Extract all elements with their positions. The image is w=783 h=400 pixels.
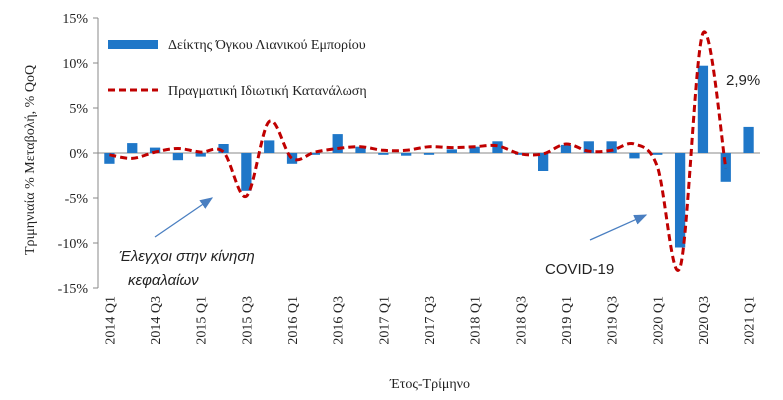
y-axis-ticks: 15% 10% 5% 0% -5% -10% -15%	[58, 12, 98, 297]
bar	[652, 153, 663, 155]
x-tick-label: 2014 Q1	[103, 296, 118, 345]
bar	[560, 144, 572, 153]
bar	[149, 147, 161, 153]
bar	[674, 153, 686, 248]
capital-controls-arrow	[154, 197, 214, 238]
covid-arrow	[589, 214, 648, 241]
capital-controls-label-line2: κεφαλαίων	[128, 272, 199, 289]
bar	[195, 153, 206, 157]
x-tick-label: 2017 Q1	[377, 296, 392, 345]
legend-line-label: Πραγματική Ιδιωτική Κατανάλωση	[168, 84, 367, 99]
x-tick-label: 2018 Q3	[514, 296, 529, 345]
x-tick-label: 2017 Q3	[423, 296, 438, 345]
x-tick-label: 2015 Q1	[195, 296, 210, 345]
y-axis-title: Τριμηνιαία % Μεταβολή, % QoQ	[23, 65, 38, 255]
x-tick-label: 2021 Q1	[743, 296, 758, 345]
legend-bar-label: Δείκτης Όγκου Λιανικού Εμπορίου	[168, 38, 366, 53]
x-tick-label: 2015 Q3	[240, 296, 255, 345]
bar	[583, 141, 594, 153]
bar	[241, 153, 252, 191]
x-tick-label: 2019 Q3	[606, 296, 621, 345]
y-tick-label: 5%	[69, 102, 88, 117]
bar	[401, 153, 412, 156]
bar	[104, 153, 115, 164]
bar	[697, 65, 709, 153]
bar	[264, 140, 275, 153]
bar	[606, 141, 617, 153]
y-tick-label: -5%	[65, 192, 89, 207]
bar	[286, 153, 298, 164]
capital-controls-label-line1: Έλεγχοι στην κίνηση	[119, 248, 255, 265]
bar	[127, 143, 138, 153]
x-tick-label: 2016 Q3	[332, 296, 347, 345]
x-tick-label: 2019 Q1	[560, 296, 575, 345]
x-tick-label: 2016 Q1	[286, 296, 301, 345]
bar	[469, 146, 480, 153]
annotations: 2,9% Έλεγχοι στην κίνηση κεφαλαίων COVID…	[119, 72, 760, 289]
y-tick-label: 0%	[69, 147, 88, 162]
consumption-line	[109, 30, 728, 272]
covid-label: COVID-19	[545, 261, 614, 278]
bar-series	[104, 65, 754, 248]
x-tick-label: 2014 Q3	[149, 296, 164, 345]
bar	[218, 144, 229, 153]
y-tick-label: -15%	[58, 282, 89, 297]
plot-area: 15% 10% 5% 0% -5% -10% -15% 2014 Q1 2014 Q3 2015…	[58, 12, 760, 345]
bar	[446, 149, 457, 153]
legend: Δείκτης Όγκου Λιανικού Εμπορίου Πραγματι…	[108, 38, 367, 99]
x-tick-label: 2020 Q1	[651, 296, 666, 345]
bar	[355, 146, 366, 153]
bar	[423, 153, 435, 155]
bar	[332, 134, 343, 153]
x-tick-label: 2020 Q3	[697, 296, 712, 345]
bar	[515, 153, 526, 155]
bar	[378, 153, 389, 155]
legend-bar-swatch	[108, 40, 158, 49]
y-tick-label: -10%	[58, 237, 89, 252]
bar	[743, 126, 754, 153]
x-axis-title: Έτος-Τρίμηνο	[389, 377, 470, 392]
y-tick-label: 15%	[62, 12, 88, 27]
x-axis-ticks: 2014 Q1 2014 Q3 2015 Q1 2015 Q3 2016 Q1 2016 …	[103, 296, 757, 345]
bar	[720, 153, 731, 182]
bar	[629, 153, 640, 159]
bar	[309, 153, 320, 155]
x-tick-label: 2018 Q1	[469, 296, 484, 345]
bar	[172, 153, 184, 161]
last-value-label: 2,9%	[726, 72, 760, 89]
bar	[538, 153, 549, 171]
y-tick-label: 10%	[62, 57, 88, 72]
